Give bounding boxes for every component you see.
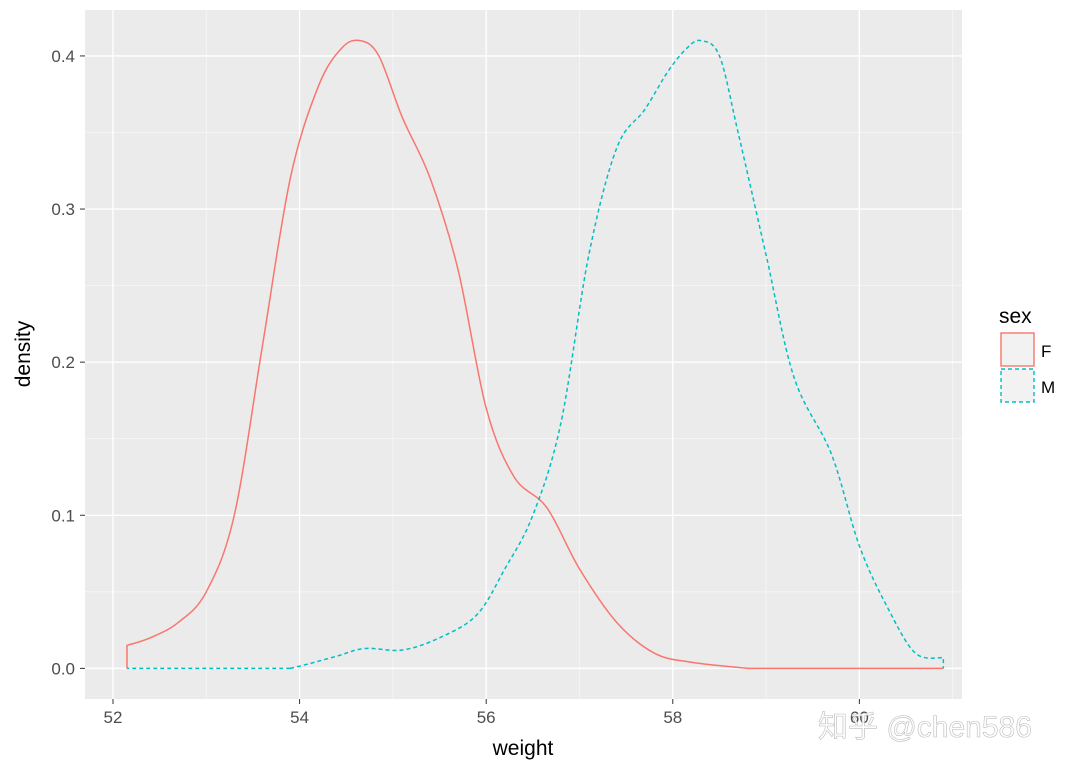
x-tick-label: 58	[663, 708, 682, 727]
density-curves	[126, 39, 945, 670]
major-gridlines	[85, 10, 962, 699]
y-axis-title: density	[12, 320, 35, 387]
legend: sex FM	[999, 305, 1055, 403]
x-axis-title: weight	[492, 737, 554, 760]
plot-panel	[85, 10, 962, 699]
minor-gridlines	[85, 10, 962, 699]
x-tick-label: 54	[290, 708, 309, 727]
y-tick-label: 0.2	[51, 353, 75, 372]
legend-keys: FM	[1000, 332, 1055, 403]
y-tick-label: 0.3	[51, 200, 75, 219]
x-tick-label: 52	[104, 708, 123, 727]
legend-label-M: M	[1041, 378, 1055, 397]
x-axis-ticks: 52 54 56 58 60	[104, 699, 869, 727]
watermark-text: 知乎 @chen586	[818, 711, 1032, 744]
y-axis-ticks: 0.0 0.1 0.2 0.3 0.4	[51, 47, 85, 678]
legend-key-M	[1000, 368, 1035, 403]
legend-label-F: F	[1041, 342, 1051, 361]
y-tick-label: 0.0	[51, 659, 75, 678]
x-tick-label: 56	[477, 708, 496, 727]
y-tick-label: 0.4	[51, 47, 75, 66]
legend-key-F	[1000, 332, 1035, 367]
legend-title: sex	[999, 305, 1032, 328]
density-curve-M	[126, 39, 945, 670]
x-tick-label: 60	[850, 708, 869, 727]
y-tick-label: 0.1	[51, 506, 75, 525]
